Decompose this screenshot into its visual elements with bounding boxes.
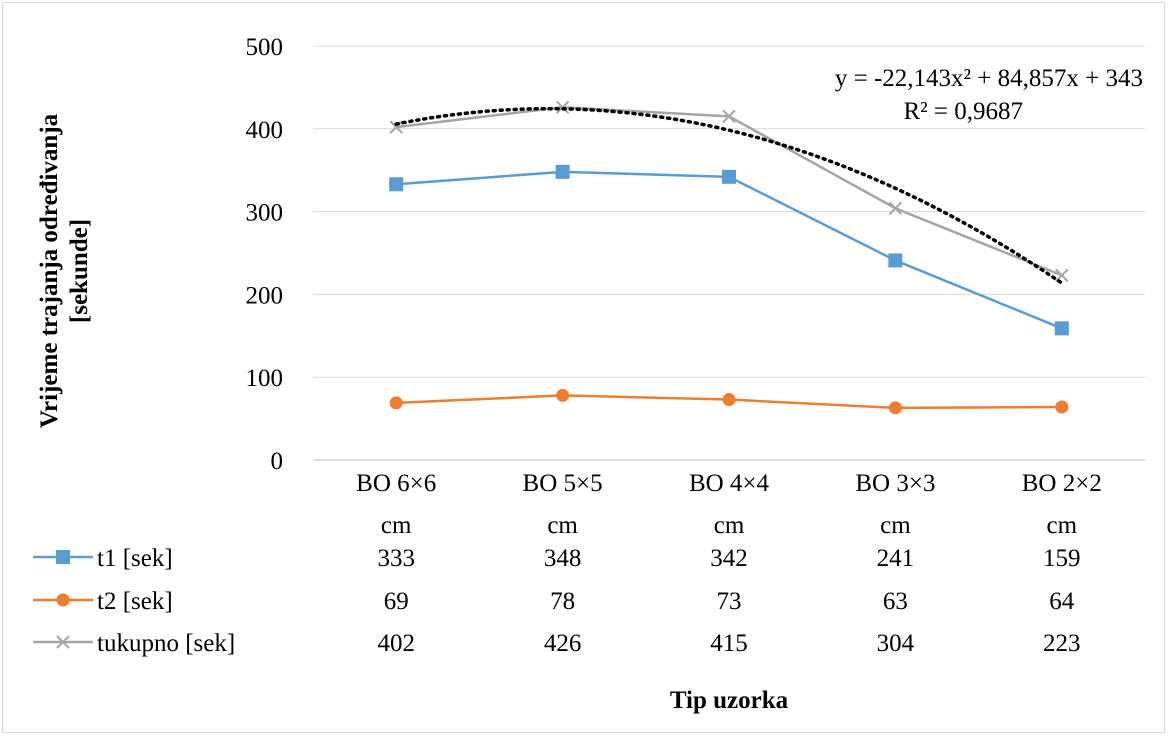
y-axis-title: Vrijeme trajanja određivanja [sekunde] [36, 113, 93, 428]
data-point-t2 [722, 393, 736, 407]
legend-label: t2 [sek] [97, 588, 173, 615]
x-tick-label: BO 4×4 [689, 470, 770, 497]
x-tick-label-unit: cm [880, 512, 911, 539]
data-point-tukupno [389, 120, 403, 134]
data-table-cell: 159 [1043, 545, 1081, 572]
data-table-cell: 333 [377, 545, 415, 572]
x-axis-title: Tip uzorka [670, 687, 789, 714]
x-tick-label-unit: cm [381, 512, 412, 539]
y-axis-title-line2: [sekunde] [66, 219, 93, 323]
data-point-t1 [722, 169, 736, 184]
legend-label: tukupno [sek] [97, 630, 235, 657]
data-table-cell: 241 [877, 545, 915, 572]
x-tick-label-unit: cm [1047, 512, 1078, 539]
trendline-r-squared: R² = 0,9687 [903, 98, 1023, 125]
y-tick-label: 300 [246, 200, 284, 227]
data-point-t1 [888, 253, 903, 268]
x-tick-label: BO 3×3 [855, 470, 935, 497]
data-point-tukupno [888, 201, 903, 215]
data-table-cell: 348 [544, 545, 582, 572]
legend-marker-x [56, 635, 70, 649]
data-point-t1 [555, 164, 570, 179]
series-line-3 [396, 106, 1063, 277]
data-table-cell: 304 [877, 630, 915, 657]
data-point-tukupno [722, 109, 736, 124]
x-tick-label-unit: cm [714, 512, 745, 539]
legend-marker-circle [56, 593, 70, 607]
data-table-cell: 78 [550, 588, 575, 615]
data-table-cell: 64 [1049, 588, 1075, 615]
data-point-tukupno [1055, 268, 1069, 283]
data-table-cell: 415 [710, 630, 748, 657]
legend-label: t1 [sek] [97, 545, 173, 572]
x-tick-label: BO 2×2 [1022, 470, 1102, 497]
data-table-cell: 223 [1043, 630, 1081, 657]
data-table-cell: 342 [710, 545, 748, 572]
data-point-t2 [556, 388, 570, 402]
data-point-t1 [389, 177, 404, 192]
data-point-t2 [1055, 400, 1069, 414]
y-tick-label: 500 [246, 34, 284, 61]
y-tick-label: 0 [271, 448, 284, 475]
data-table-cell: 426 [544, 630, 582, 657]
data-point-t1 [1054, 321, 1069, 336]
data-point-t2 [888, 401, 902, 415]
line-chart: 0 100 200 300 400 500 BO 6×6 cm BO 5×5 cm BO 4×4 c… [33, 34, 1145, 714]
x-tick-label: BO 6×6 [356, 470, 436, 497]
series-lines [396, 106, 1063, 410]
y-axis-title-line1: Vrijeme trajanja određivanja [36, 113, 63, 428]
data-table-cell: 73 [717, 588, 742, 615]
data-table: BO 6×6 cm BO 5×5 cm BO 4×4 cm BO 3×3 cm BO 2×2 cm… [33, 470, 1102, 657]
x-tick-label: BO 5×5 [523, 470, 603, 497]
y-tick-label: 100 [246, 365, 284, 392]
trendline-path [394, 106, 1064, 285]
y-tick-labels: 0 100 200 300 400 500 [246, 34, 284, 475]
y-tick-label: 200 [246, 282, 284, 309]
data-point-t2 [389, 396, 403, 410]
series-line-1 [396, 170, 1063, 330]
trendline-equation: y = -22,143x² + 84,857x + 343 [835, 65, 1143, 92]
series-markers [389, 100, 1069, 415]
legend-marker-square [56, 550, 70, 564]
trendline [394, 106, 1064, 285]
y-tick-label: 400 [246, 117, 284, 144]
x-tick-label-unit: cm [547, 512, 578, 539]
data-table-cell: 69 [384, 588, 409, 615]
data-table-cell: 63 [883, 588, 908, 615]
data-table-cell: 402 [377, 630, 415, 657]
